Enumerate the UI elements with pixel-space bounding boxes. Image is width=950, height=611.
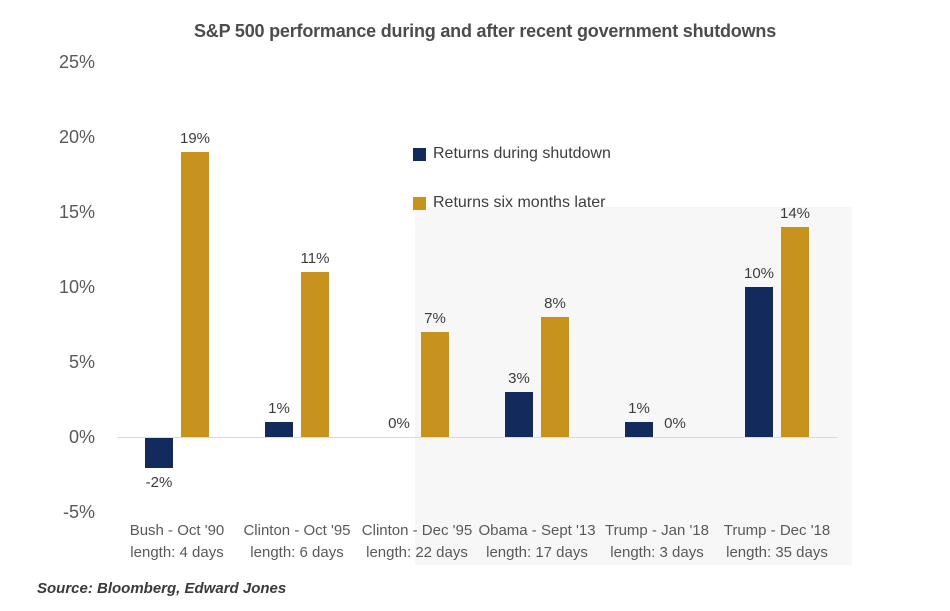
bar-value-label: 8% (544, 295, 566, 312)
x-category-label-line1: Bush - Oct '90 (129, 522, 225, 539)
y-tick-label: 15% (58, 202, 95, 222)
legend-swatch-gold (413, 196, 426, 210)
bar-value-label: 10% (743, 265, 775, 282)
bar-returns-during-shutdown (265, 422, 293, 437)
y-tick-label: 25% (58, 52, 95, 72)
x-category-label-line1: Obama - Sept '13 (478, 522, 596, 539)
x-category-label-line2: length: 22 days (366, 544, 468, 561)
legend-item-returns-during-shutdown: Returns during shutdown (413, 145, 611, 163)
bar-value-label: 14% (779, 205, 811, 222)
legend: Returns during shutdown Returns six mont… (413, 145, 611, 243)
legend-label: Returns during shutdown (433, 145, 611, 162)
x-category-label-line1: Trump - Jan '18 (604, 522, 709, 539)
source-note: Source: Bloomberg, Edward Jones (37, 580, 287, 597)
legend-item-returns-six-months-later: Returns six months later (413, 194, 611, 212)
legend-label: Returns six months later (433, 194, 606, 211)
bar-returns-six-months-later (301, 272, 329, 437)
bar-value-label: 1% (628, 400, 650, 417)
x-category-label-line1: Clinton - Oct '95 (243, 522, 351, 539)
bar-returns-during-shutdown (625, 422, 653, 437)
bar-value-label: 19% (179, 130, 211, 147)
bar-returns-during-shutdown (745, 287, 773, 437)
bar-returns-six-months-later (781, 227, 809, 437)
x-category-label-line2: length: 35 days (726, 544, 828, 561)
y-tick-label: 20% (58, 127, 95, 147)
bar-value-label: 3% (508, 370, 530, 387)
x-category-label-line1: Trump - Dec '18 (723, 522, 831, 539)
bar-value-label: 0% (664, 415, 686, 432)
x-category-label-line1: Clinton - Dec '95 (361, 522, 473, 539)
x-category-label-line2: length: 3 days (610, 544, 704, 561)
bar-value-label: 11% (300, 250, 330, 267)
x-category-label: Bush - Oct '90 length: 4 days (102, 520, 252, 564)
y-tick-label: 5% (68, 352, 95, 372)
x-category-label: Trump - Jan '18 length: 3 days (582, 520, 732, 564)
bar-returns-six-months-later (421, 332, 449, 437)
y-tick-label: 10% (58, 277, 95, 297)
x-category-label: Clinton - Oct '95 length: 6 days (222, 520, 372, 564)
legend-swatch-navy (413, 147, 426, 161)
bar-value-label: 0% (388, 415, 410, 432)
y-tick-label: -5% (62, 502, 95, 522)
bar-value-label: -2% (145, 474, 173, 491)
bar-returns-six-months-later (541, 317, 569, 437)
x-category-label-line2: length: 4 days (130, 544, 224, 561)
bar-returns-six-months-later (181, 152, 209, 437)
y-tick-label: 0% (68, 427, 95, 447)
x-category-label: Trump - Dec '18 length: 35 days (702, 520, 852, 564)
x-category-label: Obama - Sept '13 length: 17 days (462, 520, 612, 564)
x-axis-line (117, 437, 837, 438)
x-category-label-line2: length: 6 days (250, 544, 344, 561)
bar-value-label: 7% (424, 310, 446, 327)
bar-returns-during-shutdown (145, 438, 173, 468)
chart-title: S&P 500 performance during and after rec… (194, 21, 776, 41)
plot-background-shade (415, 207, 852, 565)
x-category-label-line2: length: 17 days (486, 544, 588, 561)
x-category-label: Clinton - Dec '95 length: 22 days (342, 520, 492, 564)
bar-returns-during-shutdown (505, 392, 533, 437)
bar-value-label: 1% (268, 400, 290, 417)
